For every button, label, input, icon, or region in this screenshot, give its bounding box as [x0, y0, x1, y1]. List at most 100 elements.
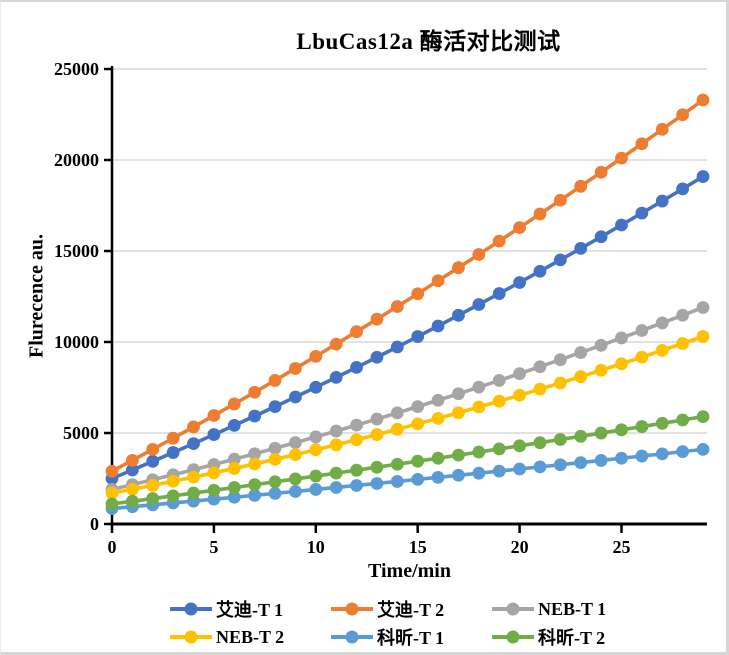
data-point: [268, 400, 282, 414]
data-point: [533, 264, 547, 278]
data-point: [105, 464, 119, 478]
data-point: [207, 409, 221, 422]
legend-marker: [330, 629, 374, 645]
data-point: [594, 363, 608, 377]
legend-marker: [491, 629, 535, 645]
data-point: [594, 165, 608, 179]
x-tick-label: 15: [409, 537, 427, 557]
line-chart-plot: 0 5000 10000 15000 20000 25000 0 5 10 15 20 25: [54, 59, 710, 557]
legend-label: 艾迪-T 1: [216, 600, 284, 620]
data-point: [574, 429, 588, 443]
data-point: [655, 316, 669, 330]
legend-marker: [169, 629, 213, 645]
data-point: [696, 410, 710, 424]
data-point: [166, 474, 180, 488]
x-tick-label: 25: [612, 537, 630, 557]
x-tick-label: 10: [307, 537, 325, 557]
data-point: [329, 424, 343, 438]
data-point: [329, 466, 343, 480]
data-point: [350, 463, 363, 477]
data-point: [268, 374, 282, 387]
data-point: [289, 362, 302, 375]
chart-title: LbuCas12a 酶活对比测试: [296, 29, 561, 54]
data-point: [492, 464, 506, 478]
data-point: [696, 442, 710, 456]
data-point: [289, 472, 302, 486]
data-point: [655, 343, 669, 357]
data-point: [553, 458, 567, 472]
data-point: [411, 330, 425, 343]
legend-row: NEB-T 2 科昕-T 1 科昕-T 2: [169, 623, 652, 651]
data-point: [309, 483, 323, 496]
data-point: [411, 400, 425, 414]
data-point: [574, 346, 588, 359]
data-point: [472, 248, 486, 261]
data-point: [146, 442, 160, 456]
data-point: [390, 422, 404, 436]
data-point: [533, 207, 547, 221]
legend-label: 科昕-T 1: [377, 628, 445, 648]
data-point: [452, 387, 465, 401]
y-tick-label: 15000: [54, 241, 99, 261]
legend-marker: [330, 601, 374, 617]
data-point: [615, 451, 628, 465]
data-point: [615, 151, 628, 165]
data-point: [187, 437, 200, 451]
data-point: [431, 393, 445, 407]
data-point: [452, 261, 465, 275]
data-point: [676, 308, 690, 322]
data-point: [289, 436, 302, 450]
legend-marker: [491, 601, 535, 617]
data-point: [655, 194, 669, 208]
data-point: [390, 406, 404, 420]
data-point: [472, 445, 486, 459]
data-point: [533, 460, 547, 474]
data-point: [594, 426, 608, 440]
data-point: [329, 337, 343, 351]
data-point: [411, 417, 425, 431]
data-point: [370, 460, 384, 474]
data-point: [227, 481, 241, 494]
y-tick-label: 20000: [54, 150, 99, 170]
data-point: [350, 418, 363, 432]
data-point: [676, 337, 690, 350]
data-point: [227, 462, 241, 475]
data-point: [431, 274, 445, 288]
x-axis-title: Time/min: [368, 560, 451, 582]
data-point: [696, 170, 710, 183]
data-point: [370, 412, 384, 426]
data-point: [289, 448, 302, 462]
data-point: [289, 390, 302, 404]
legend-marker: [169, 601, 213, 617]
data-point: [350, 479, 363, 492]
data-point: [248, 488, 262, 502]
data-point: [513, 221, 526, 235]
legend-item-3: NEB-T 2: [169, 623, 330, 651]
series-line-1: [111, 98, 705, 473]
data-point: [696, 93, 710, 107]
data-point: [309, 443, 323, 457]
data-point: [513, 462, 526, 476]
data-point: [635, 206, 649, 220]
data-point: [452, 468, 465, 482]
y-tick-label: 5000: [63, 423, 99, 443]
data-point: [492, 234, 506, 248]
data-point: [492, 374, 506, 387]
data-point: [187, 486, 200, 500]
data-point: [574, 179, 588, 193]
data-point: [248, 385, 262, 399]
data-point: [370, 312, 384, 326]
data-point: [146, 492, 160, 505]
data-point: [125, 463, 139, 477]
data-point: [452, 448, 465, 462]
data-point: [187, 420, 200, 434]
data-point: [655, 416, 669, 430]
data-point: [513, 439, 526, 453]
data-point: [472, 298, 486, 311]
data-point: [615, 331, 628, 345]
data-point: [533, 382, 547, 396]
data-point: [635, 137, 649, 151]
data-point: [553, 193, 567, 207]
legend-label: 科昕-T 2: [538, 628, 606, 648]
